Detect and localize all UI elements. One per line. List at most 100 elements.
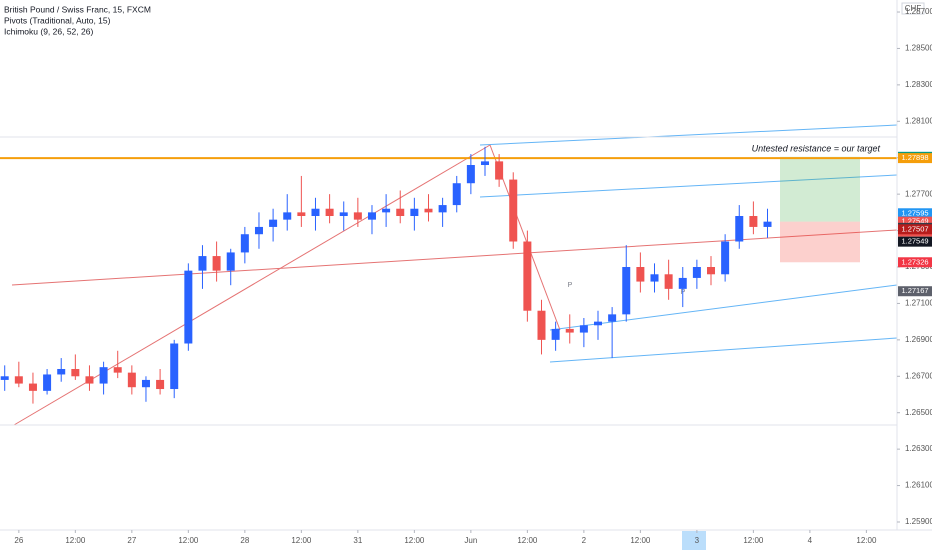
currency-box[interactable] — [901, 2, 925, 15]
y-tick-label: 1.26700 — [905, 371, 932, 380]
candle-body — [523, 241, 532, 311]
y-tick-label: 1.27700 — [905, 189, 932, 198]
candle-body — [339, 212, 348, 217]
price-tag — [898, 257, 932, 268]
candle-body — [71, 368, 80, 377]
candle-body — [537, 310, 546, 340]
candle-body — [452, 183, 461, 206]
x-tick-label: 12:00 — [630, 536, 651, 545]
price-tag-label: 1.27898 — [901, 153, 928, 162]
y-tick-label: 1.26100 — [905, 481, 932, 490]
x-tick-label: 12:00 — [178, 536, 199, 545]
candle-body — [707, 267, 716, 275]
candle-body — [650, 274, 659, 282]
candle-body — [692, 267, 701, 278]
candle-body — [749, 216, 758, 227]
price-tag — [898, 216, 932, 227]
candle-body — [382, 208, 391, 213]
candle-body — [565, 328, 574, 333]
candle-body — [495, 161, 504, 180]
y-tick-label: 1.28300 — [905, 80, 932, 89]
candle-body — [509, 179, 518, 242]
candle-body — [636, 267, 645, 282]
candle-body — [622, 267, 631, 315]
candle-body — [480, 161, 489, 166]
price-tag-label: 1.27549 — [901, 217, 928, 226]
candle-body — [156, 379, 165, 390]
x-tick-label: 12:00 — [743, 536, 764, 545]
x-tick-label: 27 — [127, 536, 136, 545]
candle-body — [579, 325, 588, 333]
y-tick-label: 1.28500 — [905, 44, 932, 53]
candle-body — [311, 208, 320, 217]
x-tick-label: 3 — [695, 536, 700, 545]
candle-body — [664, 274, 673, 289]
price-tag — [898, 224, 932, 235]
candle-body — [14, 376, 23, 384]
candle-body — [170, 343, 179, 390]
candle-body — [113, 367, 122, 373]
candle-body — [127, 372, 136, 388]
price-tag-label: 1.27595 — [901, 208, 928, 217]
price-tag-label: 1.27167 — [901, 286, 928, 295]
candle-body — [254, 226, 263, 235]
y-tick-label: 1.28100 — [905, 116, 932, 125]
channel-line — [479, 174, 898, 198]
x-tick-label: 28 — [240, 536, 249, 545]
candle-body — [721, 241, 730, 275]
candle-body — [438, 205, 447, 213]
candle-body — [269, 219, 278, 227]
y-tick-label: 1.25900 — [905, 517, 932, 526]
y-tick-label: 1.28700 — [905, 7, 932, 16]
candle-body — [184, 270, 193, 344]
y-tick-label: 1.26300 — [905, 444, 932, 453]
candle-body — [212, 256, 221, 271]
candle-body — [424, 208, 433, 213]
target-zone — [780, 156, 860, 222]
candle-body — [410, 208, 419, 217]
candle-body — [367, 212, 376, 220]
x-tick-label: 4 — [808, 536, 813, 545]
price-tag — [898, 153, 932, 164]
currency-label[interactable]: CHF — [905, 4, 922, 13]
chart-title: British Pound / Swiss Franc, 15, FXCM — [4, 4, 151, 14]
indicator-label: Ichimoku (9, 26, 52, 26) — [4, 26, 93, 36]
x-tick-label: 12:00 — [517, 536, 538, 545]
x-tick-label: 26 — [14, 536, 23, 545]
candle-body — [141, 379, 150, 388]
candle-body — [551, 328, 560, 340]
channel-line — [479, 124, 898, 146]
candle-body — [0, 376, 9, 380]
x-tick-label: 12:00 — [65, 536, 86, 545]
x-tick-label: Jun — [464, 536, 477, 545]
time-highlight — [682, 531, 706, 550]
candle-body — [99, 367, 108, 384]
candle-body — [763, 221, 772, 227]
candle-body — [325, 208, 334, 217]
price-tag-label: 1.27326 — [901, 257, 928, 266]
channel-line — [549, 284, 898, 331]
indicator-label: Pivots (Traditional, Auto, 15) — [4, 15, 111, 25]
y-tick-label: 1.26900 — [905, 335, 932, 344]
candle-body — [396, 208, 405, 217]
candle-body — [85, 376, 94, 384]
x-tick-label: 12:00 — [291, 536, 312, 545]
candle-body — [735, 216, 744, 242]
price-tag-label: 1.27507 — [901, 224, 928, 233]
x-tick-label: 12:00 — [404, 536, 425, 545]
candle-body — [678, 277, 687, 289]
trend-line — [11, 229, 898, 286]
price-tag-label: 1.27549 — [901, 237, 928, 246]
x-tick-label: 31 — [353, 536, 362, 545]
channel-line — [549, 337, 898, 363]
annotation: Untested resistance = our target — [752, 143, 881, 153]
candle-body — [353, 212, 362, 220]
candle-body — [28, 383, 37, 391]
candle-body — [226, 252, 235, 271]
candle-body — [297, 212, 306, 217]
candle-body — [466, 165, 475, 184]
candle-body — [594, 321, 602, 326]
candle-body — [240, 234, 249, 253]
